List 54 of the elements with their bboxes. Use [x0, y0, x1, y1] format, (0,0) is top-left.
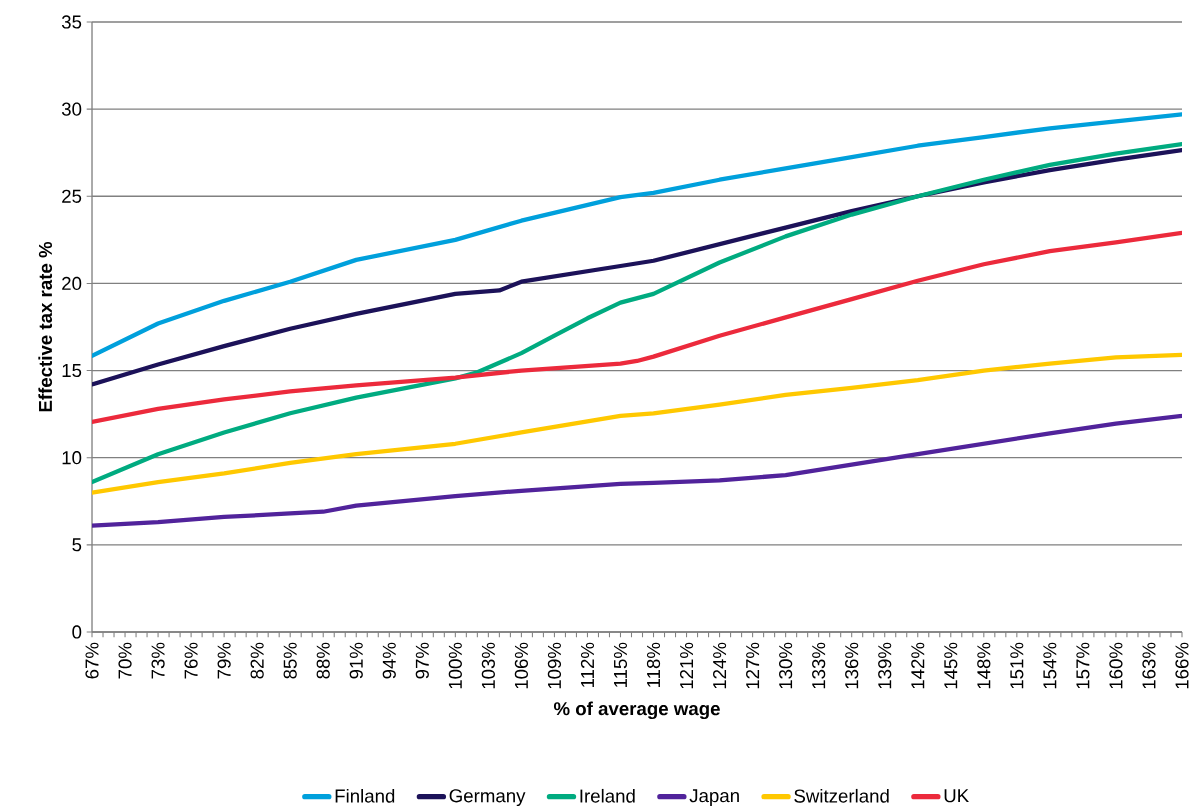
line-series [92, 352, 1182, 495]
x-axis-title: % of average wage [553, 701, 720, 720]
legend-label: Switzerland [794, 788, 889, 803]
x-tick-label: 148% [977, 642, 991, 689]
x-tick-label: 118% [646, 642, 661, 687]
x-tick-label: 130% [779, 642, 793, 689]
x-tick-label: 133% [812, 642, 826, 689]
x-tick-label: 124% [712, 642, 727, 689]
legend-label: Ireland [580, 788, 635, 803]
x-tick-label: 79% [217, 642, 231, 679]
x-tick-label: 154% [1043, 642, 1057, 689]
x-tick-label: 157% [1076, 642, 1090, 689]
x-tick-label: 100% [448, 642, 462, 689]
x-tick-label: 145% [944, 642, 958, 689]
x-tick-label: 88% [316, 642, 330, 679]
x-tick-label: 139% [878, 642, 892, 689]
y-axis-title: Effective tax rate % [38, 241, 53, 412]
x-tick-label: 112% [580, 642, 595, 687]
x-tick-label: 70% [118, 642, 132, 679]
x-tick-label: 67% [85, 642, 99, 679]
x-tick-label: 103% [481, 642, 495, 689]
x-tick-label: 136% [845, 642, 859, 689]
y-tick-label: 15 [62, 364, 82, 378]
x-tick-label: 160% [1109, 642, 1123, 689]
line-series [92, 112, 1182, 358]
y-tick-label: 0 [72, 625, 82, 639]
x-tick-label: 127% [746, 642, 760, 689]
legend-label: Japan [689, 789, 739, 806]
x-tick-label: 97% [415, 642, 429, 679]
y-tick-label: 35 [61, 15, 82, 29]
legend-label: Finland [335, 788, 395, 803]
x-tick-label: 82% [250, 642, 264, 679]
x-tick-label: 166% [1175, 642, 1189, 689]
x-tick-label: 142% [911, 642, 925, 689]
y-tick-label: 25 [62, 189, 82, 203]
x-tick-label: 115% [613, 642, 628, 687]
x-tick-label: 121% [679, 642, 694, 689]
x-tick-label: 151% [1010, 642, 1024, 689]
legend-label: Germany [449, 789, 526, 807]
x-tick-label: 91% [349, 642, 363, 679]
y-tick-label: 30 [61, 102, 82, 116]
x-tick-label: 106% [514, 642, 529, 689]
x-tick-label: 163% [1142, 642, 1156, 689]
x-tick-label: 85% [283, 642, 297, 679]
x-tick-label: 73% [151, 642, 165, 679]
line-series [92, 230, 1182, 425]
line-series [92, 141, 1182, 485]
y-tick-label: 20 [62, 276, 82, 291]
x-tick-label: 76% [184, 642, 198, 679]
x-tick-label: 109% [547, 642, 562, 689]
x-tick-label: 94% [382, 642, 396, 679]
legend-label: UK [944, 789, 969, 803]
y-tick-label: 10 [62, 451, 82, 465]
y-tick-label: 5 [72, 538, 82, 552]
